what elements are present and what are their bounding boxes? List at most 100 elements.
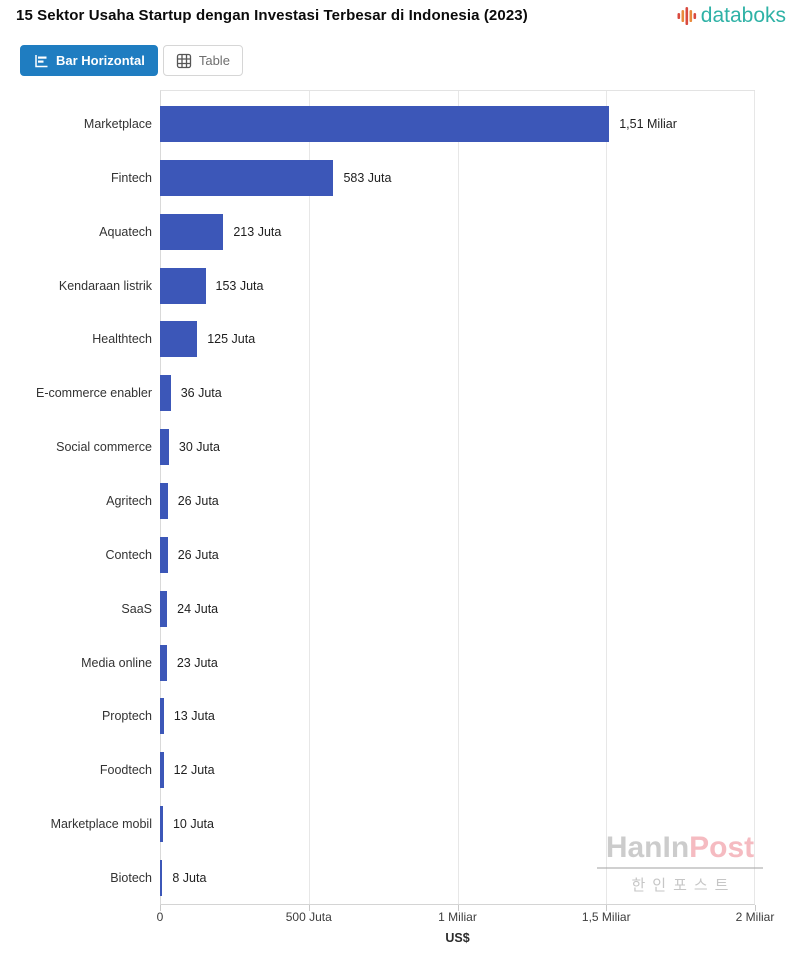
bar[interactable] [160, 752, 164, 789]
gridline [754, 91, 755, 904]
chart-row: Foodtech 12 Juta [0, 743, 760, 797]
x-tick-label: 500 Juta [285, 910, 332, 924]
chart-row: Aquatech 213 Juta [0, 205, 760, 259]
databoks-logo[interactable]: databoks [677, 4, 786, 28]
page-title: 15 Sektor Usaha Startup dengan Investasi… [16, 7, 528, 24]
value-label: 153 Juta [215, 278, 264, 293]
pulse-bars-icon [677, 7, 696, 25]
category-label: Proptech [101, 709, 152, 724]
bar-track: 153 Juta [160, 259, 755, 313]
x-tick-label: 1 Miliar [438, 910, 477, 924]
category-label: Contech [105, 547, 152, 562]
gridline [309, 91, 311, 904]
value-label: 125 Juta [207, 332, 256, 347]
bar-track: 213 Juta [160, 205, 755, 259]
chart-rows: Marketplace 1,51 Miliar Fintech 583 Juta Aqu… [0, 97, 760, 905]
category-label: Kendaraan listrik [58, 278, 152, 293]
bar[interactable] [160, 375, 171, 412]
bar[interactable] [160, 536, 168, 573]
category-label: Healthtech [92, 332, 152, 347]
x-tick-mark [308, 905, 310, 911]
value-label: 24 Juta [177, 601, 219, 616]
x-tick-label: 0 [156, 910, 164, 924]
bar[interactable] [160, 859, 163, 896]
value-label: 26 Juta [177, 547, 219, 562]
category-label: Agritech [106, 493, 152, 508]
bar-track: 10 Juta [160, 797, 755, 851]
value-label: 23 Juta [176, 655, 218, 670]
value-label: 8 Juta [172, 870, 207, 885]
bar-track: 8 Juta [160, 851, 755, 905]
chart-row: Social commerce 30 Juta [0, 420, 760, 474]
table-button-label: Table [198, 53, 230, 68]
bar-track: 26 Juta [160, 474, 755, 528]
bar-track: 23 Juta [160, 636, 755, 690]
category-label: Biotech [110, 870, 152, 885]
x-tick-mark [457, 905, 459, 911]
bar[interactable] [160, 159, 334, 196]
category-label: Social commerce [56, 440, 152, 455]
bar[interactable] [160, 644, 167, 681]
value-label: 26 Juta [177, 493, 219, 508]
x-axis-title: US$ [445, 931, 470, 945]
value-label: 36 Juta [180, 386, 222, 401]
chart-row: Marketplace 1,51 Miliar [0, 97, 760, 151]
x-tick-label: 2 Miliar [735, 910, 775, 924]
bar[interactable] [160, 213, 224, 250]
bar[interactable] [160, 105, 610, 142]
value-label: 13 Juta [173, 709, 215, 724]
category-label: Media online [81, 655, 152, 670]
value-label: 583 Juta [343, 170, 392, 185]
bar-track: 30 Juta [160, 420, 755, 474]
bar-horizontal-button[interactable]: Bar Horizontal [20, 45, 158, 76]
bar-track: 1,51 Miliar [160, 97, 755, 151]
x-tick-label: 1,5 Miliar [581, 910, 631, 924]
table-button[interactable]: Table [162, 45, 243, 76]
category-label: Aquatech [99, 224, 152, 239]
bar[interactable] [160, 429, 169, 466]
bar-track: 36 Juta [160, 366, 755, 420]
chart-row: Fintech 583 Juta [0, 151, 760, 205]
value-label: 12 Juta [173, 763, 215, 778]
category-label: Foodtech [99, 763, 152, 778]
category-label: Fintech [111, 170, 152, 185]
chart-row: Media online 23 Juta [0, 636, 760, 690]
gridline [457, 91, 459, 904]
chart-row: Marketplace mobil 10 Juta [0, 797, 760, 851]
chart-row: Agritech 26 Juta [0, 474, 760, 528]
category-label: SaaS [121, 601, 152, 616]
bar-track: 26 Juta [160, 528, 755, 582]
category-label: Marketplace mobil [50, 817, 152, 832]
chart-row: Biotech 8 Juta [0, 851, 760, 905]
chart-row: Proptech 13 Juta [0, 689, 760, 743]
bar-track: 12 Juta [160, 743, 755, 797]
gridline [605, 91, 607, 904]
brand-name: databoks [700, 4, 786, 27]
category-label: E-commerce enabler [35, 386, 152, 401]
bar-track: 24 Juta [160, 582, 755, 636]
value-label: 30 Juta [178, 440, 220, 455]
horizontal-bar-chart-icon [35, 54, 48, 67]
bar[interactable] [160, 806, 163, 843]
x-tick-mark [160, 905, 161, 911]
value-label: 10 Juta [172, 817, 214, 832]
bar-track: 125 Juta [160, 312, 755, 366]
chart-row: Healthtech 125 Juta [0, 312, 760, 366]
bar[interactable] [160, 698, 164, 735]
x-tick-mark [755, 905, 756, 911]
chart-row: SaaS 24 Juta [0, 582, 760, 636]
x-tick-mark [606, 905, 608, 911]
bar-horizontal-button-label: Bar Horizontal [56, 53, 145, 68]
category-label: Marketplace [83, 116, 152, 131]
bar-track: 583 Juta [160, 151, 755, 205]
bar[interactable] [160, 267, 206, 304]
chart-row: Kendaraan listrik 153 Juta [0, 259, 760, 313]
bar[interactable] [160, 590, 168, 627]
bar[interactable] [160, 321, 198, 358]
bar-track: 13 Juta [160, 689, 755, 743]
chart-row: Contech 26 Juta [0, 528, 760, 582]
bar[interactable] [160, 482, 168, 519]
chart-row: E-commerce enabler 36 Juta [0, 366, 760, 420]
value-label: 213 Juta [233, 224, 282, 239]
